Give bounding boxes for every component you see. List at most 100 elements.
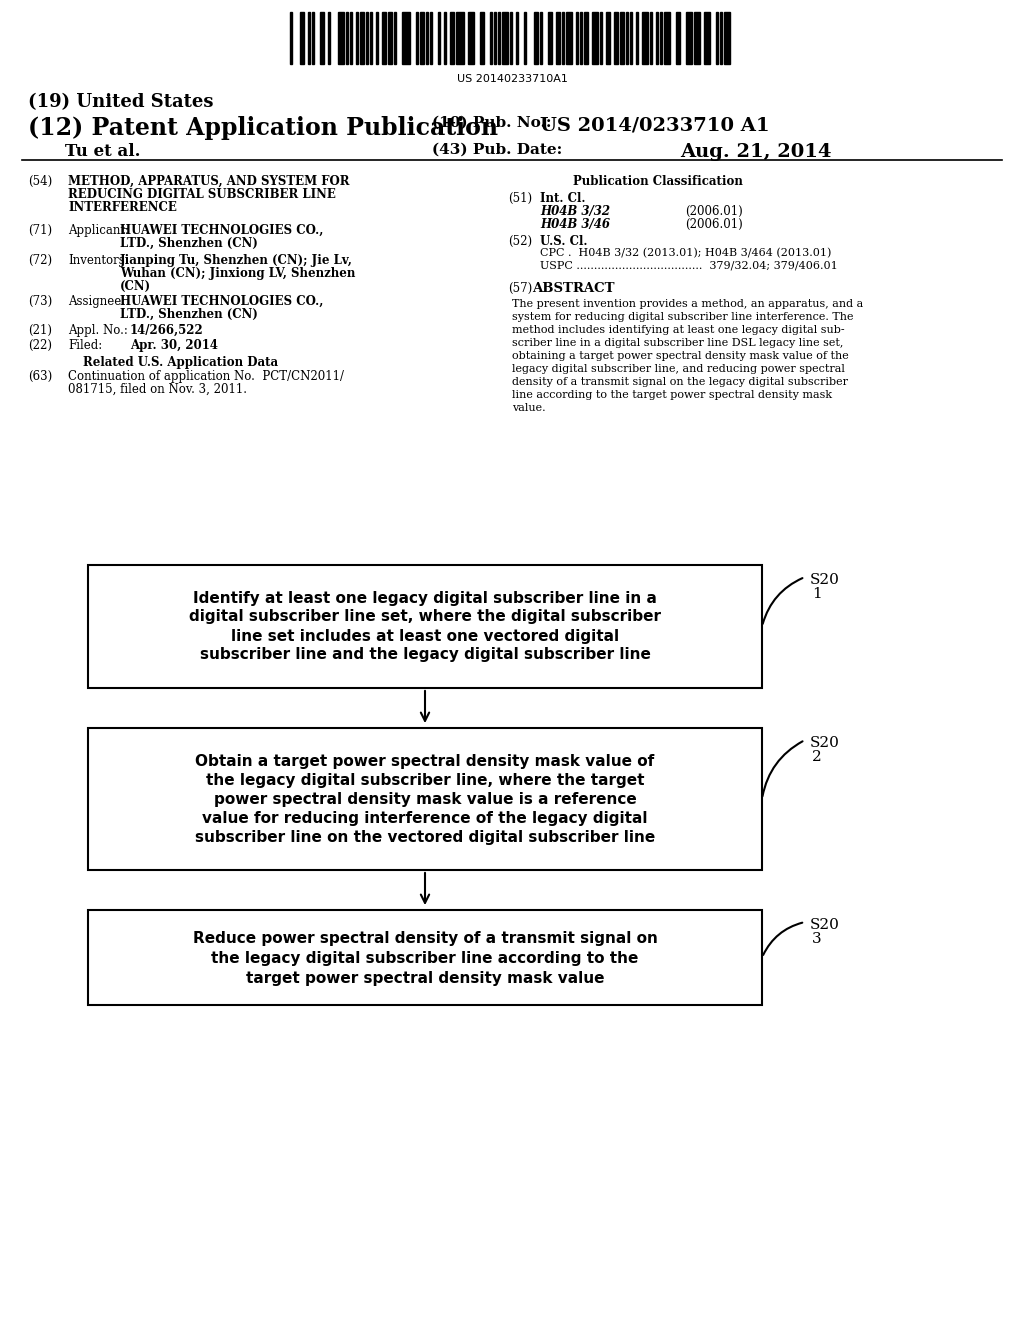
Text: obtaining a target power spectral density mask value of the: obtaining a target power spectral densit… <box>512 351 849 360</box>
Text: line according to the target power spectral density mask: line according to the target power spect… <box>512 389 833 400</box>
Text: 1: 1 <box>812 587 821 601</box>
Text: US 2014/0233710 A1: US 2014/0233710 A1 <box>540 116 770 135</box>
Text: US 20140233710A1: US 20140233710A1 <box>457 74 567 84</box>
Bar <box>720 12 722 63</box>
Text: scriber line in a digital subscriber line DSL legacy line set,: scriber line in a digital subscriber lin… <box>512 338 844 348</box>
Bar <box>88 729 762 870</box>
Text: legacy digital subscriber line, and reducing power spectral: legacy digital subscriber line, and redu… <box>512 364 845 374</box>
Text: (19) United States: (19) United States <box>28 92 213 111</box>
Text: Inventors:: Inventors: <box>68 253 129 267</box>
Text: METHOD, APPARATUS, AND SYSTEM FOR: METHOD, APPARATUS, AND SYSTEM FOR <box>68 176 349 187</box>
Text: HUAWEI TECHNOLOGIES CO.,: HUAWEI TECHNOLOGIES CO., <box>120 294 324 308</box>
Text: value.: value. <box>512 403 546 413</box>
Bar <box>426 12 428 63</box>
Text: subscriber line and the legacy digital subscriber line: subscriber line and the legacy digital s… <box>200 648 650 663</box>
FancyArrowPatch shape <box>763 578 803 624</box>
Text: H04B 3/32: H04B 3/32 <box>540 205 610 218</box>
Bar <box>338 12 344 63</box>
Text: Continuation of application No.  PCT/CN2011/: Continuation of application No. PCT/CN20… <box>68 370 344 383</box>
Bar <box>650 12 652 63</box>
Bar <box>548 12 552 63</box>
Text: the legacy digital subscriber line, where the target: the legacy digital subscriber line, wher… <box>206 774 644 788</box>
Bar <box>456 12 464 63</box>
Text: H04B 3/46: H04B 3/46 <box>540 218 610 231</box>
Bar <box>430 12 432 63</box>
Text: Assignee:: Assignee: <box>68 294 125 308</box>
Text: HUAWEI TECHNOLOGIES CO.,: HUAWEI TECHNOLOGIES CO., <box>120 224 324 238</box>
Bar <box>328 12 330 63</box>
FancyArrowPatch shape <box>763 742 803 796</box>
Bar <box>498 12 500 63</box>
Bar <box>490 12 492 63</box>
Text: (63): (63) <box>28 370 52 383</box>
Bar <box>562 12 564 63</box>
Text: density of a transmit signal on the legacy digital subscriber: density of a transmit signal on the lega… <box>512 378 848 387</box>
Text: S20: S20 <box>810 573 840 587</box>
Bar <box>656 12 658 63</box>
Bar <box>360 12 364 63</box>
Bar <box>290 12 292 63</box>
Text: (22): (22) <box>28 339 52 352</box>
Text: ABSTRACT: ABSTRACT <box>531 282 614 294</box>
Text: (CN): (CN) <box>120 280 152 293</box>
Text: Aug. 21, 2014: Aug. 21, 2014 <box>680 143 831 161</box>
Bar <box>402 12 410 63</box>
Text: (71): (71) <box>28 224 52 238</box>
Bar <box>319 12 324 63</box>
Bar <box>350 12 352 63</box>
Text: (73): (73) <box>28 294 52 308</box>
Bar <box>382 12 386 63</box>
Text: Reduce power spectral density of a transmit signal on: Reduce power spectral density of a trans… <box>193 931 657 945</box>
Bar <box>394 12 396 63</box>
Bar <box>450 12 454 63</box>
Bar <box>524 12 526 63</box>
Text: line set includes at least one vectored digital: line set includes at least one vectored … <box>231 628 620 644</box>
Bar <box>356 12 358 63</box>
Text: (21): (21) <box>28 323 52 337</box>
Text: (57): (57) <box>508 282 532 294</box>
Bar <box>620 12 624 63</box>
Bar <box>438 12 440 63</box>
Bar <box>300 12 304 63</box>
Text: subscriber line on the vectored digital subscriber line: subscriber line on the vectored digital … <box>195 830 655 845</box>
Bar <box>705 12 710 63</box>
Text: digital subscriber line set, where the digital subscriber: digital subscriber line set, where the d… <box>189 610 662 624</box>
Bar <box>308 12 310 63</box>
Bar <box>626 12 628 63</box>
Text: (51): (51) <box>508 191 532 205</box>
Text: USPC ....................................  379/32.04; 379/406.01: USPC ...................................… <box>540 261 838 271</box>
Text: LTD., Shenzhen (CN): LTD., Shenzhen (CN) <box>120 238 258 249</box>
Text: (43) Pub. Date:: (43) Pub. Date: <box>432 143 562 157</box>
Text: Obtain a target power spectral density mask value of: Obtain a target power spectral density m… <box>196 754 654 770</box>
Bar <box>676 12 680 63</box>
Bar <box>376 12 378 63</box>
Bar <box>630 12 632 63</box>
Text: S20: S20 <box>810 737 840 750</box>
Bar <box>600 12 602 63</box>
Bar <box>566 12 572 63</box>
Text: (2006.01): (2006.01) <box>685 218 742 231</box>
Bar <box>370 12 372 63</box>
Bar <box>686 12 692 63</box>
Text: the legacy digital subscriber line according to the: the legacy digital subscriber line accor… <box>211 950 639 965</box>
Text: Int. Cl.: Int. Cl. <box>540 191 586 205</box>
Bar <box>534 12 538 63</box>
Text: (12) Patent Application Publication: (12) Patent Application Publication <box>28 116 498 140</box>
Bar <box>540 12 542 63</box>
Bar <box>88 909 762 1005</box>
Bar <box>516 12 518 63</box>
Bar <box>716 12 718 63</box>
Text: Applicant:: Applicant: <box>68 224 129 238</box>
FancyArrowPatch shape <box>763 923 803 954</box>
Text: Identify at least one legacy digital subscriber line in a: Identify at least one legacy digital sub… <box>194 590 657 606</box>
Bar <box>88 565 762 688</box>
Text: 2: 2 <box>812 750 821 764</box>
Text: REDUCING DIGITAL SUBSCRIBER LINE: REDUCING DIGITAL SUBSCRIBER LINE <box>68 187 336 201</box>
Bar <box>592 12 598 63</box>
Text: value for reducing interference of the legacy digital: value for reducing interference of the l… <box>203 810 648 826</box>
Text: 3: 3 <box>812 932 821 946</box>
Bar <box>312 12 314 63</box>
Bar <box>642 12 648 63</box>
Text: power spectral density mask value is a reference: power spectral density mask value is a r… <box>214 792 636 807</box>
Bar <box>494 12 496 63</box>
